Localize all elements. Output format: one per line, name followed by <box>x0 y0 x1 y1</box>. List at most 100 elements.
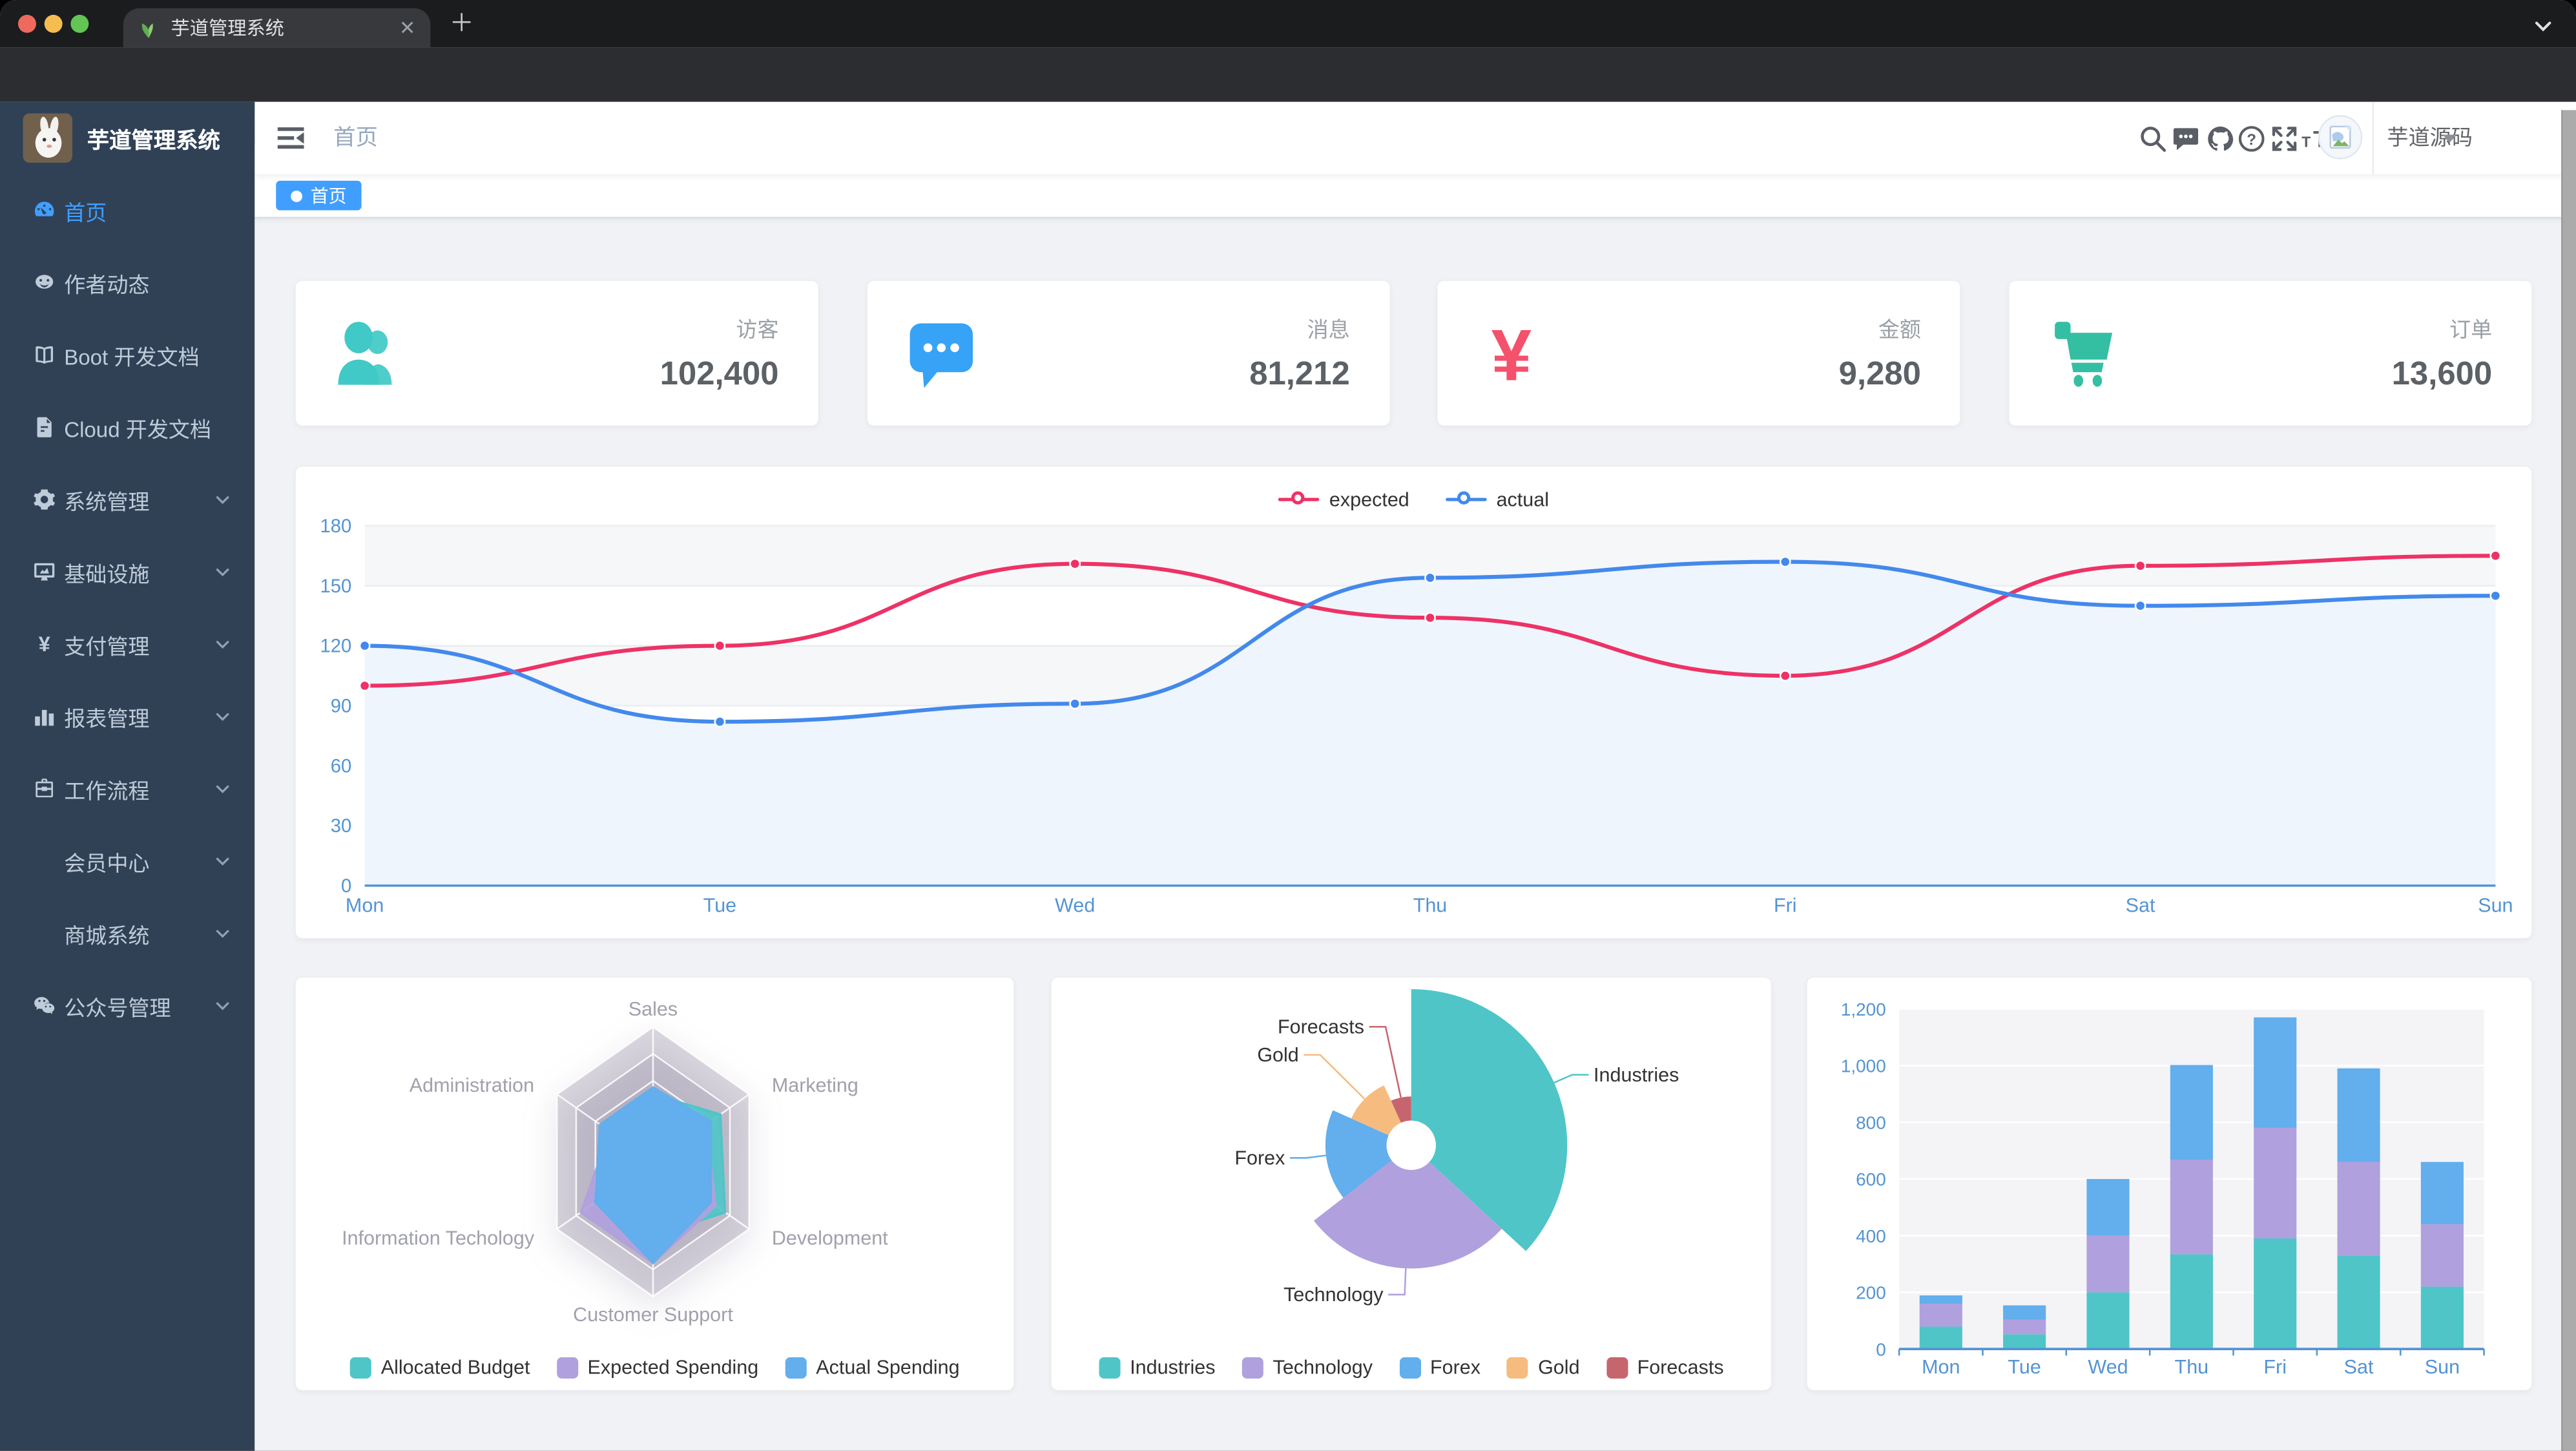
sidebar-item-label: Cloud 开发文档 <box>64 416 212 441</box>
github-icon[interactable] <box>2207 124 2234 152</box>
sidebar-item-label: 系统管理 <box>64 488 150 514</box>
line-chart-legend: expected actual <box>296 466 2532 516</box>
search-icon[interactable] <box>2139 124 2166 152</box>
sidebar-item-infra[interactable]: 基础设施 <box>0 536 254 608</box>
message-icon[interactable] <box>2172 124 2199 152</box>
sidebar-item-workflow[interactable]: 工作流程 <box>0 753 254 825</box>
main-area: 首页 ? TT 芋道源码 首页 访 <box>254 101 2576 1451</box>
legend-item-technology[interactable]: Technology <box>1241 1355 1373 1379</box>
browser-tab[interactable]: 芋道管理系统 ✕ <box>123 8 431 48</box>
stat-value: 9,280 <box>1838 356 1921 393</box>
svg-text:Sat: Sat <box>2126 895 2155 917</box>
sidebar-item-label: 基础设施 <box>64 561 150 586</box>
legend-item-expected-spending[interactable]: Expected Spending <box>556 1355 758 1379</box>
svg-text:Gold: Gold <box>1257 1044 1298 1066</box>
fullscreen-icon[interactable] <box>2270 124 2298 152</box>
tag-home[interactable]: 首页 <box>276 180 362 211</box>
sidebar-item-mall[interactable]: 商城系统 <box>0 897 254 970</box>
blank-icon <box>33 850 56 873</box>
svg-text:Mon: Mon <box>1922 1356 1960 1378</box>
user-avatar[interactable] <box>2318 115 2363 160</box>
sidebar-item-boot-docs[interactable]: Boot 开发文档 <box>0 318 254 391</box>
stats-row: 访客 102,400 消息 81,212 ¥ 金额 9,280 订单 13,600 <box>295 280 2532 426</box>
svg-text:Information Techology: Information Techology <box>342 1227 535 1249</box>
sidebar-item-payment[interactable]: ¥ 支付管理 <box>0 608 254 680</box>
svg-text:Technology: Technology <box>1283 1284 1384 1306</box>
wechat-icon <box>33 994 56 1018</box>
tab-search-chevron-icon[interactable] <box>2533 15 2553 45</box>
svg-text:Fri: Fri <box>2263 1356 2287 1378</box>
sidebar-item-report[interactable]: 报表管理 <box>0 680 254 753</box>
svg-text:Customer Support: Customer Support <box>573 1304 733 1326</box>
pie-chart-panel: Industries Technology Forex Gold Forecasts I… <box>1051 977 1771 1390</box>
bar-chart-panel: 0 200 400 600 800 1,000 1,200 Mon Tue Wed Thu Fri Sa… <box>1807 977 2532 1390</box>
radar-chart: Sales Administration Information Techology… <box>342 998 888 1326</box>
svg-text:Sun: Sun <box>2425 1356 2460 1378</box>
svg-text:1,000: 1,000 <box>1841 1056 1886 1076</box>
gear-icon <box>33 488 56 511</box>
stat-card-orders[interactable]: 订单 13,600 <box>2009 280 2532 426</box>
sidebar-item-home[interactable]: 首页 <box>0 174 254 247</box>
dashboard-icon <box>33 199 56 222</box>
legend-item-allocated-budget[interactable]: Allocated Budget <box>349 1355 530 1379</box>
people-group-icon <box>332 315 408 391</box>
stat-title: 消息 <box>1307 317 1350 342</box>
legend-item-gold[interactable]: Gold <box>1506 1355 1580 1379</box>
people-icon <box>33 271 56 295</box>
svg-text:?: ? <box>2247 130 2256 148</box>
window-minimize-button[interactable] <box>44 14 63 33</box>
svg-text:120: 120 <box>320 636 351 657</box>
sidebar-item-label: 作者动态 <box>64 271 150 297</box>
svg-text:Tue: Tue <box>2008 1356 2041 1378</box>
legend-item-industries[interactable]: Industries <box>1098 1355 1216 1379</box>
breadcrumb[interactable]: 首页 <box>333 125 378 150</box>
window-zoom-button[interactable] <box>70 14 89 33</box>
user-caret-icon[interactable] <box>2442 134 2457 143</box>
user-name[interactable]: 芋道源码 <box>2372 101 2473 174</box>
page-scrollbar[interactable] <box>2561 110 2576 1451</box>
blank-icon <box>33 922 56 945</box>
message-icon <box>903 315 979 391</box>
sidebar-item-cloud-docs[interactable]: Cloud 开发文档 <box>0 391 254 463</box>
svg-text:Forex: Forex <box>1234 1147 1285 1169</box>
stat-value: 81,212 <box>1249 356 1350 393</box>
svg-text:Wed: Wed <box>2088 1356 2128 1378</box>
radar-chart-panel: Sales Administration Information Techology… <box>295 977 1014 1390</box>
sidebar-logo[interactable]: 芋道管理系统 <box>0 102 254 174</box>
sidebar: 芋道管理系统 首页作者动态 Boot 开发文档 Cloud 开发文档 系统管理基础设施… <box>0 101 255 1451</box>
tags-view-bar: 首页 <box>254 174 2576 219</box>
sidebar-item-mp[interactable]: 公众号管理 <box>0 970 254 1042</box>
legend-item-expected[interactable]: expected <box>1278 488 1409 511</box>
svg-text:Mon: Mon <box>346 895 384 917</box>
chevron-down-icon <box>214 852 232 870</box>
chevron-down-icon <box>214 924 232 943</box>
help-icon[interactable]: ? <box>2238 124 2265 152</box>
new-tab-button[interactable]: ＋ <box>449 10 474 38</box>
sidebar-item-system[interactable]: 系统管理 <box>0 463 254 536</box>
legend-item-actual[interactable]: actual <box>1445 488 1549 511</box>
hamburger-icon[interactable] <box>276 123 306 153</box>
sidebar-item-author-feed[interactable]: 作者动态 <box>0 247 254 319</box>
legend-item-actual-spending[interactable]: Actual Spending <box>784 1355 960 1379</box>
window-close-button[interactable] <box>17 14 36 33</box>
stat-card-messages[interactable]: 消息 81,212 <box>867 280 1389 426</box>
stat-card-visitors[interactable]: 访客 102,400 <box>295 280 818 426</box>
sidebar-item-member[interactable]: 会员中心 <box>0 825 254 897</box>
stat-text: 消息 81,212 <box>1249 312 1350 394</box>
legend-item-forecasts[interactable]: Forecasts <box>1606 1355 1724 1379</box>
document-icon <box>33 415 56 439</box>
legend-item-forex[interactable]: Forex <box>1398 1355 1480 1379</box>
svg-text:0: 0 <box>341 876 351 897</box>
stat-card-amount[interactable]: ¥ 金额 9,280 <box>1438 280 1961 426</box>
browser-chrome: 芋道管理系统 ✕ ＋ 不安全 dash <box>0 0 2576 144</box>
yen-icon: ¥ <box>33 632 56 656</box>
svg-text:Marketing: Marketing <box>772 1074 858 1096</box>
chevron-down-icon <box>214 490 232 508</box>
stat-text: 访客 102,400 <box>660 312 779 394</box>
chevron-down-icon <box>214 780 232 798</box>
sidebar-item-label: 报表管理 <box>64 705 150 731</box>
tab-close-icon[interactable]: ✕ <box>399 16 416 40</box>
sidebar-item-label: 商城系统 <box>64 923 150 948</box>
sidebar-item-label: 会员中心 <box>64 850 150 875</box>
